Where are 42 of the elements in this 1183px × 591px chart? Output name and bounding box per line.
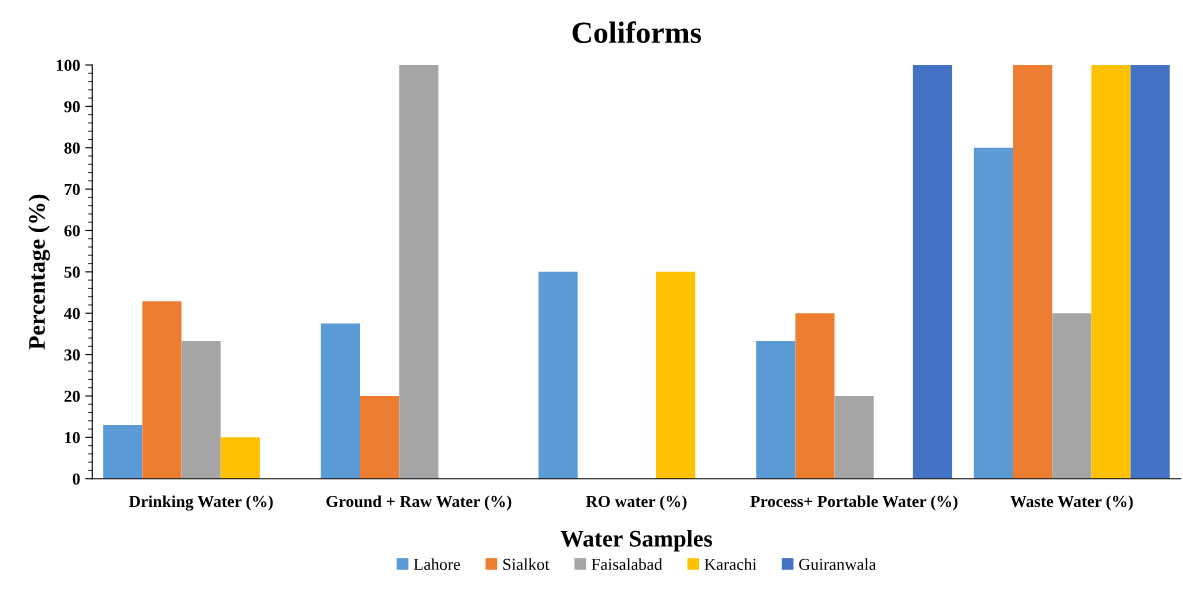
bar — [912, 65, 953, 479]
y-tick-label: 40 — [64, 307, 80, 320]
chart-title: Coliforms — [572, 21, 702, 44]
y-tick-label: 20 — [64, 390, 80, 402]
legend-label: Guiranwala — [799, 558, 876, 570]
bar — [360, 395, 400, 479]
y-tick-label: 60 — [64, 225, 80, 237]
legend-label: Faisalabad — [591, 558, 663, 570]
bar — [142, 301, 182, 479]
bar — [1130, 65, 1170, 479]
bar — [320, 323, 361, 479]
bar — [656, 271, 696, 479]
bar — [795, 313, 835, 479]
x-axis-title: Water Samples — [560, 530, 713, 552]
y-tick-label: 70 — [64, 183, 80, 196]
x-tick-label: Process+ Portable Water (%) — [750, 495, 958, 511]
bar — [756, 340, 796, 479]
y-tick-label: 10 — [65, 432, 80, 444]
x-tick-label: Ground + Raw Water (%) — [326, 495, 512, 511]
y-axis-title: Percentage (%) — [28, 194, 50, 350]
bar — [834, 395, 874, 479]
y-tick-label: 100 — [56, 59, 80, 71]
bar — [973, 147, 1014, 479]
x-tick-label: Drinking Water (%) — [129, 495, 273, 511]
y-tick-label: 50 — [64, 266, 80, 278]
bar — [1013, 65, 1053, 479]
bar — [1052, 313, 1092, 479]
y-tick-label: 80 — [64, 142, 80, 154]
y-tick-label: 0 — [72, 473, 80, 485]
bar — [103, 424, 143, 479]
bar — [1091, 65, 1131, 479]
bar — [181, 340, 221, 479]
y-tick-label: 90 — [64, 101, 80, 113]
bar — [538, 271, 578, 479]
y-tick-label: 30 — [64, 349, 80, 361]
bar — [399, 65, 439, 479]
bar — [220, 437, 260, 479]
legend-label: Sialkot — [503, 558, 550, 570]
x-tick-label: RO water (%) — [585, 495, 687, 511]
legend-label: Karachi — [704, 558, 757, 570]
x-tick-label: Waste Water (%) — [1010, 495, 1133, 511]
legend-label: Lahore — [413, 558, 460, 570]
